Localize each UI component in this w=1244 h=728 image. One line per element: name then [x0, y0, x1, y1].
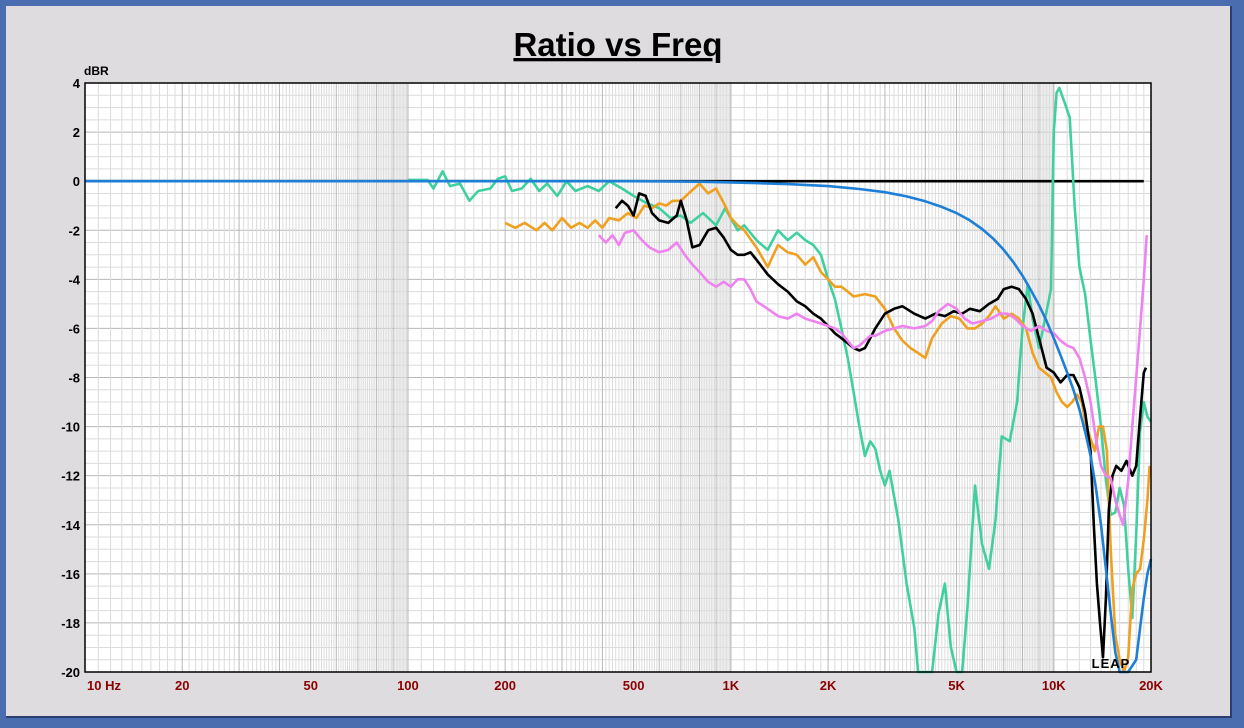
- y-tick-label: -18: [61, 616, 80, 631]
- chart-frame: Ratio vs Freq dBR 4 2 0 -2 -4 -6 -8 -10 -12 -14 -1…: [6, 6, 1232, 718]
- x-tick-label: 10K: [1042, 678, 1066, 693]
- chart: Ratio vs Freq dBR 420-2-4-6-8-10-12-14-1…: [61, 26, 1163, 693]
- x-tick-label: 20: [175, 678, 189, 693]
- series-line-5: [597, 229, 1148, 527]
- series-line-6: [85, 179, 1153, 674]
- y-tick-label: -10: [61, 420, 80, 435]
- y-tick-label: -4: [68, 272, 80, 287]
- x-tick-label: 50: [303, 678, 317, 693]
- series-line-3: [504, 182, 1151, 674]
- series-layer: [85, 86, 1153, 674]
- x-tick-label: 5K: [948, 678, 965, 693]
- x-tick-label: 10 Hz: [87, 678, 121, 693]
- plot-grid: [84, 82, 1151, 673]
- y-tick-label: -14: [61, 518, 81, 533]
- y-tick-label: -20: [61, 665, 80, 680]
- y-tick-label: -2: [68, 223, 80, 238]
- x-tick-label: 200: [494, 678, 516, 693]
- y-tick-label: -8: [68, 371, 80, 386]
- series-line-4: [614, 192, 1148, 659]
- x-tick-label: 1K: [723, 678, 740, 693]
- y-tick-label: -6: [68, 321, 80, 336]
- x-tick-label: 500: [623, 678, 645, 693]
- chart-title: Ratio vs Freq: [513, 26, 722, 63]
- y-tick-label: 2: [73, 125, 80, 140]
- y-tick-label: -16: [61, 567, 80, 582]
- y-tick-label: 0: [73, 174, 80, 189]
- leap-logo: LEAP: [1092, 656, 1131, 671]
- y-axis-unit-label: dBR: [84, 64, 109, 78]
- x-tick-label: 100: [397, 678, 419, 693]
- series-line-2: [407, 86, 1153, 674]
- plot-border: [84, 82, 1152, 673]
- y-tick-label: -12: [61, 469, 80, 484]
- y-tick-label: 4: [73, 76, 81, 91]
- x-tick-label: 20K: [1139, 678, 1163, 693]
- x-tick-label: 2K: [820, 678, 837, 693]
